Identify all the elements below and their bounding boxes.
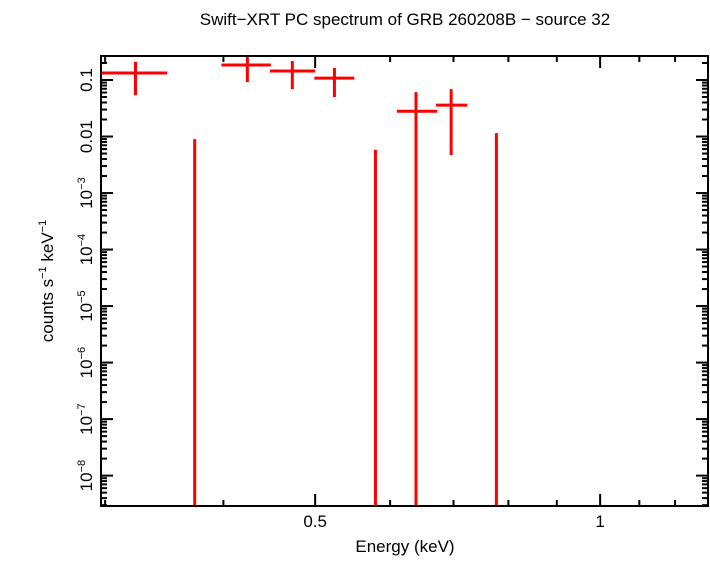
y-tick-label: 0.01 [77,120,96,153]
y-tick-label: 10−4 [76,234,96,265]
data-point [396,92,438,506]
y-tick-label: 10−6 [76,347,96,378]
plot-frame [100,55,709,507]
data-point [101,61,168,96]
data-point [436,89,468,156]
y-axis-label: counts s−1 keV−1 [37,220,57,342]
x-tick-label: 0.5 [303,512,327,531]
chart-title: Swift−XRT PC spectrum of GRB 260208B − s… [200,10,610,29]
y-tick-label: 10−3 [76,177,96,208]
y-tick-label: 10−7 [76,403,96,434]
data-point [314,68,355,98]
y-tick-label: 0.1 [77,68,96,92]
x-tick-label: 1 [595,512,604,531]
y-tick-label: 10−5 [76,290,96,321]
x-axis-label: Energy (keV) [355,537,454,556]
data-point [221,56,271,83]
y-tick-label: 10−8 [76,460,96,491]
data-point [270,60,316,90]
